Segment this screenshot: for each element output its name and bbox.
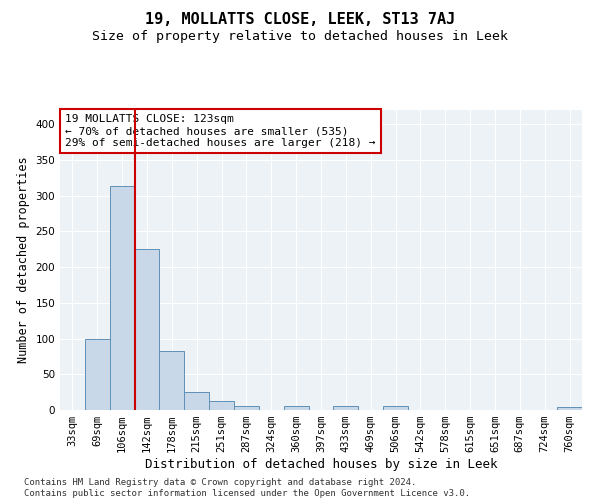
Bar (284, 406, 308, 410)
Text: 19, MOLLATTS CLOSE, LEEK, ST13 7AJ: 19, MOLLATTS CLOSE, LEEK, ST13 7AJ (145, 12, 455, 28)
Bar (160, 352, 184, 410)
Y-axis label: Number of detached properties: Number of detached properties (17, 156, 30, 364)
Bar (110, 186, 134, 410)
Bar (557, 407, 582, 410)
Text: Size of property relative to detached houses in Leek: Size of property relative to detached ho… (92, 30, 508, 43)
Bar (134, 250, 160, 410)
Bar (334, 406, 358, 410)
Text: 19 MOLLATTS CLOSE: 123sqm
← 70% of detached houses are smaller (535)
29% of semi: 19 MOLLATTS CLOSE: 123sqm ← 70% of detac… (65, 114, 376, 148)
Bar (234, 406, 259, 410)
Bar (383, 406, 408, 410)
Bar (184, 392, 209, 410)
Bar (85, 338, 110, 410)
Bar (209, 402, 234, 410)
Text: Contains HM Land Registry data © Crown copyright and database right 2024.
Contai: Contains HM Land Registry data © Crown c… (24, 478, 470, 498)
X-axis label: Distribution of detached houses by size in Leek: Distribution of detached houses by size … (145, 458, 497, 471)
